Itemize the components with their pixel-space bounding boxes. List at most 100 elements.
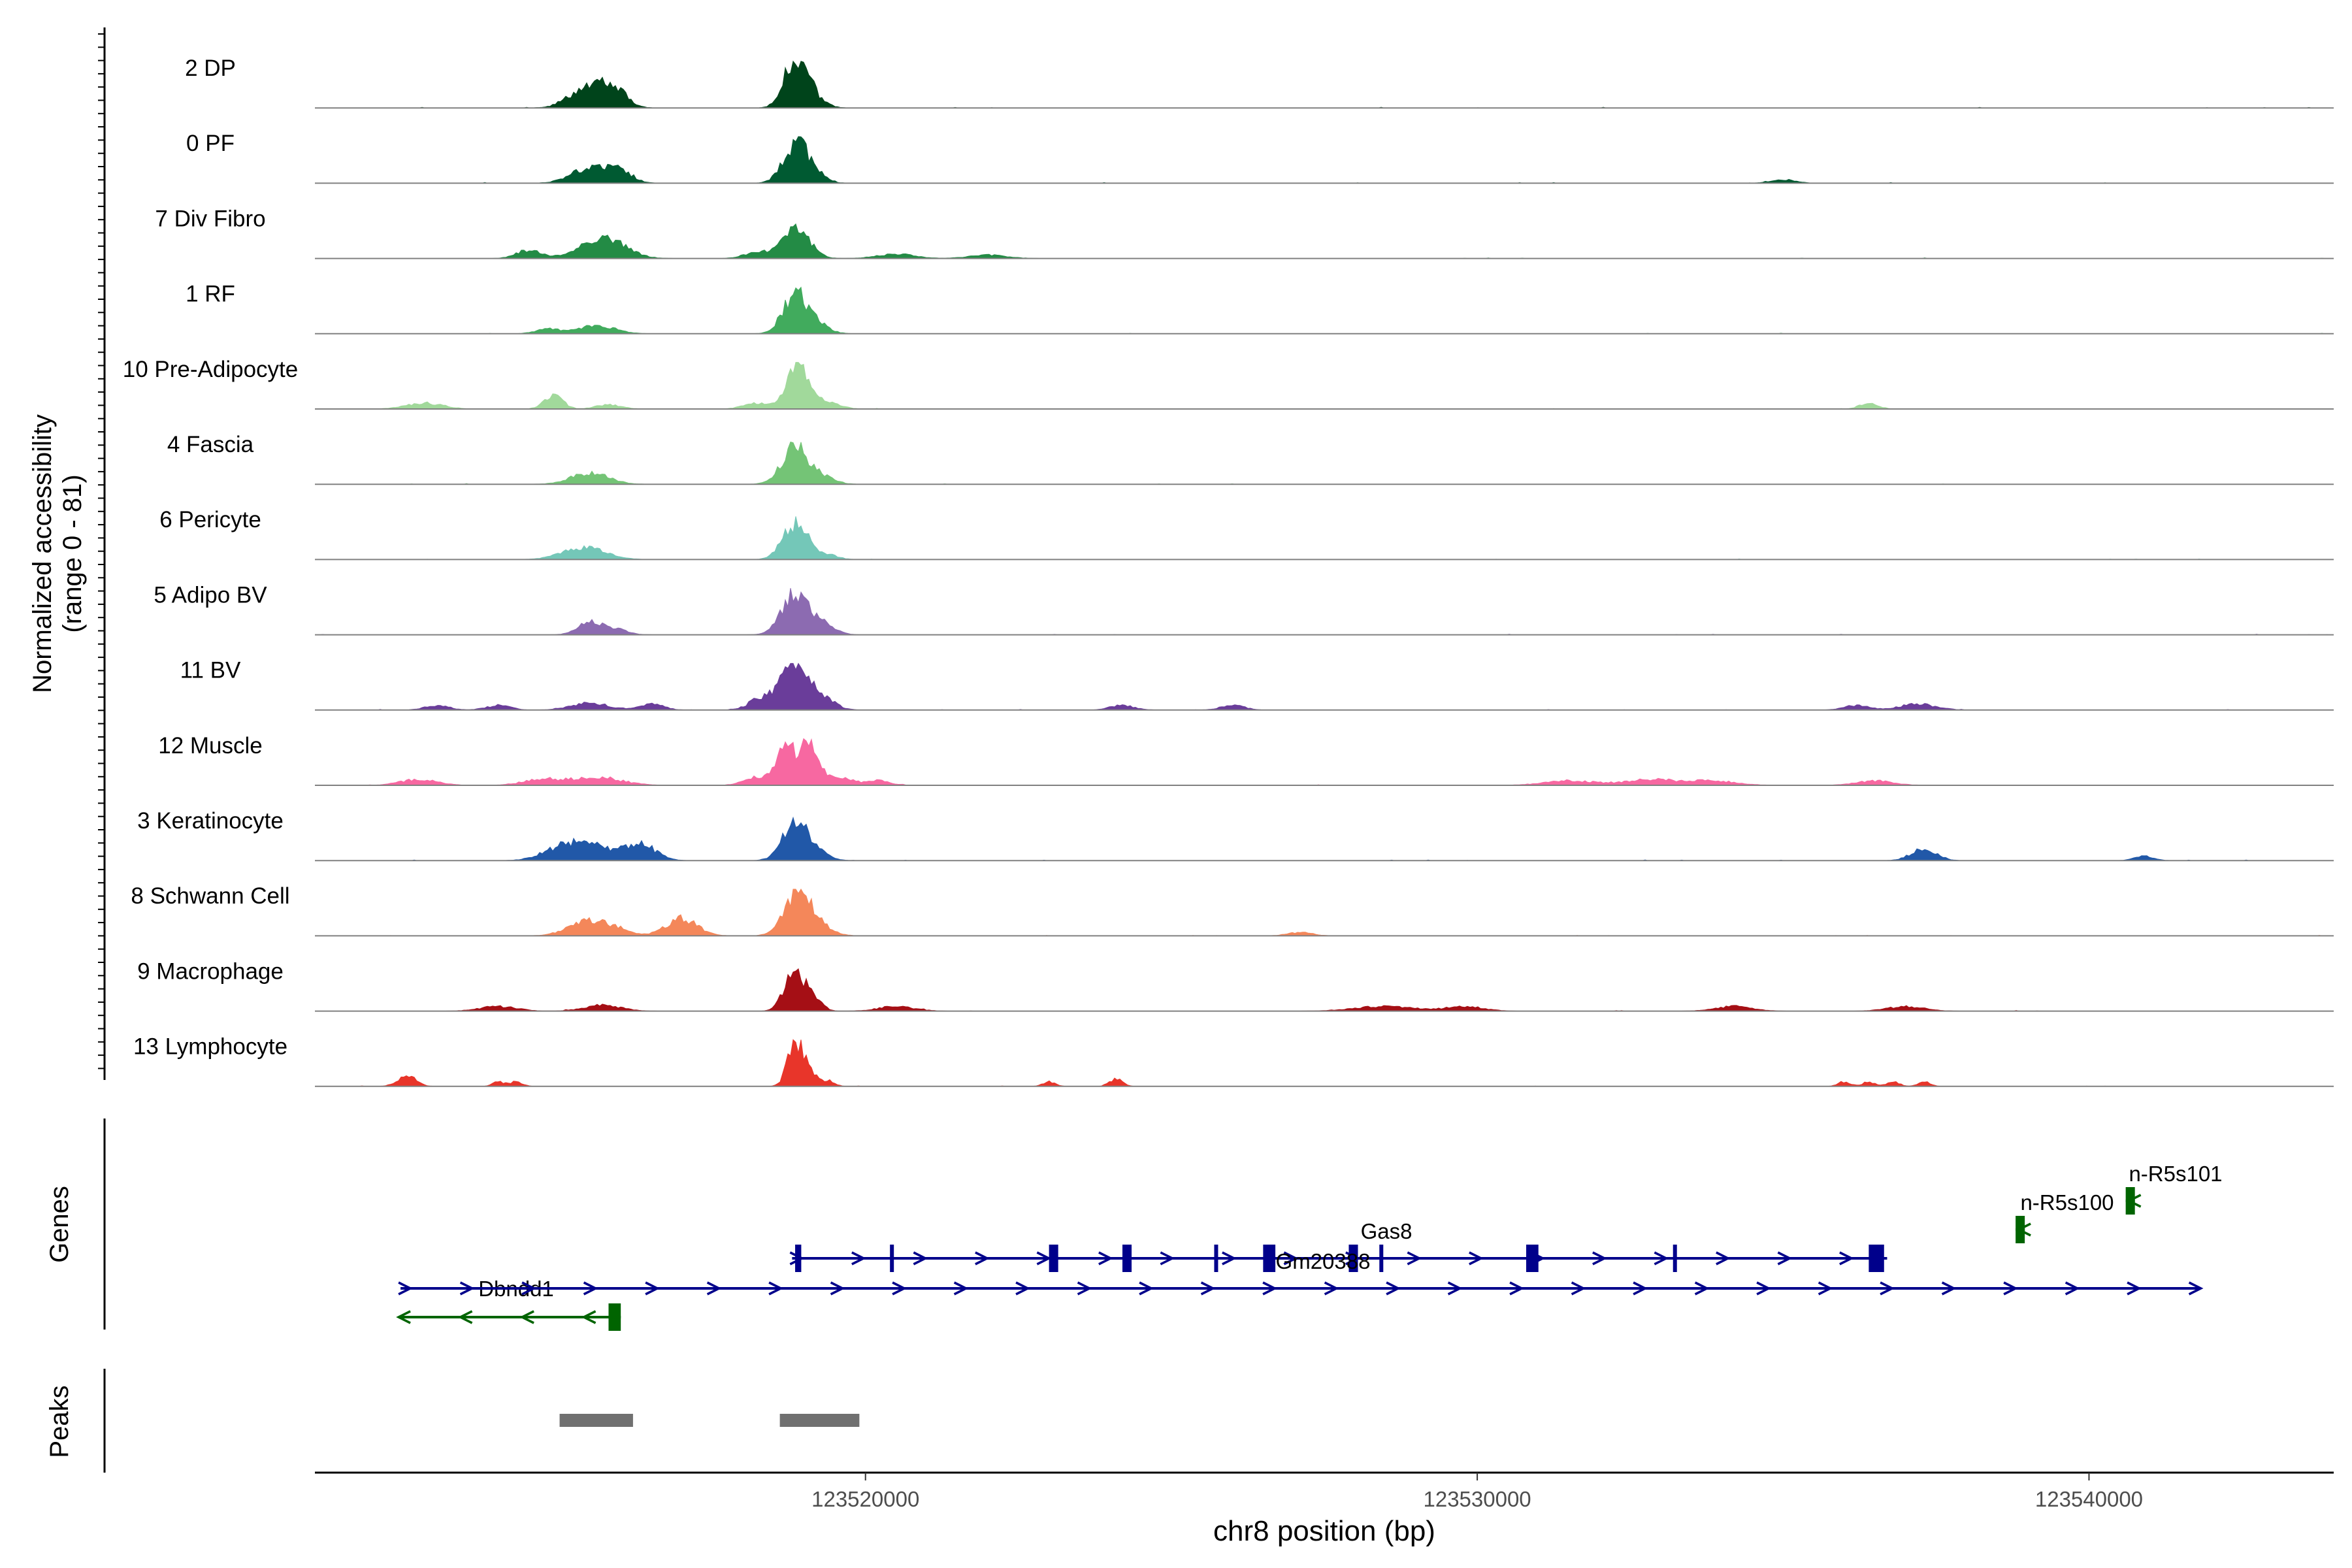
gene-exon: [1049, 1245, 1058, 1272]
strand-arrow: [1283, 1251, 1299, 1266]
strand-arrow: [830, 1281, 845, 1296]
strand-arrow: [975, 1251, 990, 1266]
strand-arrow: [2188, 1281, 2204, 1296]
coverage-area: [315, 362, 2334, 410]
coverage-area: [315, 662, 2334, 711]
strand-arrow: [396, 1310, 411, 1324]
strand-arrow: [2003, 1281, 2019, 1296]
strand-arrow: [583, 1281, 598, 1296]
x-axis: 123520000 123530000 123540000: [315, 1471, 2334, 1511]
strand-arrow: [1777, 1251, 1793, 1266]
coverage-area: [315, 588, 2334, 636]
peak-region: [779, 1414, 860, 1427]
x-axis-label: chr8 position (bp): [1213, 1515, 1435, 1547]
strand-arrow: [1469, 1251, 1484, 1266]
strand-arrow: [1716, 1251, 1731, 1266]
coverage-tracks: 2 DP 0 PF 7 Div Fibro 1 RF 10 Pre-Adipocyte 4…: [123, 56, 2334, 1087]
track-label: 4 Fascia: [167, 432, 254, 457]
track-label: 3 Keratinocyte: [137, 808, 284, 834]
coverage-area: [315, 968, 2334, 1012]
x-tick-label: 123530000: [1423, 1487, 1531, 1511]
strand-arrow: [459, 1281, 475, 1296]
strand-arrow: [457, 1310, 473, 1324]
gene-exon: [1122, 1245, 1132, 1272]
strand-arrow: [953, 1281, 969, 1296]
strand-arrow: [892, 1281, 907, 1296]
track-label: 6 Pericyte: [159, 507, 261, 532]
strand-arrow: [519, 1310, 534, 1324]
coverage-y-axis: [98, 27, 106, 1080]
gene-exon: [890, 1245, 894, 1272]
strand-arrow: [1139, 1281, 1154, 1296]
strand-arrow: [1571, 1281, 1586, 1296]
coverage-area: [315, 1039, 2334, 1087]
gene-exon: [795, 1245, 802, 1272]
track-label: 13 Lymphocyte: [133, 1034, 287, 1060]
peaks-panel-label: Peaks: [45, 1385, 74, 1458]
strand-arrow: [1386, 1281, 1401, 1296]
strand-arrow: [1324, 1281, 1339, 1296]
coverage-area: [315, 286, 2334, 335]
genes-panel-label: Genes: [45, 1186, 74, 1263]
track-label: 0 PF: [186, 131, 235, 156]
strand-arrow: [398, 1281, 414, 1296]
y-axis-label-range: (range 0 - 81): [58, 474, 87, 632]
strand-arrow: [1447, 1281, 1463, 1296]
strand-arrow: [1592, 1251, 1607, 1266]
strand-arrow: [1098, 1251, 1113, 1266]
x-tick-label: 123540000: [2035, 1487, 2143, 1511]
gene-label: n-R5s101: [2129, 1162, 2222, 1186]
strand-arrow: [1633, 1281, 1648, 1296]
track-label: 9 Macrophage: [137, 958, 284, 984]
strand-arrow: [1077, 1281, 1092, 1296]
y-axis-label: Normalized accessibility: [28, 414, 57, 693]
gene-exon: [1379, 1245, 1384, 1272]
coverage-area: [315, 816, 2334, 861]
gene-exon: [2125, 1187, 2135, 1215]
track-label: 7 Div Fibro: [155, 206, 265, 231]
gene-exon: [1869, 1245, 1884, 1272]
strand-arrow: [1407, 1251, 1422, 1266]
x-tick-label: 123520000: [811, 1487, 919, 1511]
peaks-track: [103, 1369, 860, 1473]
strand-arrow: [789, 1251, 805, 1266]
strand-arrow: [2065, 1281, 2080, 1296]
gene-label: n-R5s100: [2020, 1190, 2114, 1215]
strand-arrow: [521, 1281, 537, 1296]
coverage-area: [315, 738, 2334, 786]
gene-exon: [1263, 1245, 1276, 1272]
strand-arrow: [1818, 1281, 1833, 1296]
strand-arrow: [1880, 1281, 1895, 1296]
gene-exon: [1348, 1245, 1358, 1272]
track-label: 12 Muscle: [158, 733, 263, 759]
strand-arrow: [1200, 1281, 1216, 1296]
gene-exon: [608, 1303, 621, 1331]
strand-arrow: [1654, 1251, 1669, 1266]
strand-arrow: [1036, 1251, 1052, 1266]
strand-arrow: [1694, 1281, 1710, 1296]
track-label: 1 RF: [186, 282, 235, 307]
track-label: 2 DP: [185, 56, 236, 81]
strand-arrow: [1160, 1251, 1175, 1266]
strand-arrow: [581, 1310, 596, 1324]
strand-arrow: [706, 1281, 722, 1296]
strand-arrow: [1756, 1281, 1772, 1296]
gene-exon: [1673, 1245, 1677, 1272]
peak-region: [559, 1414, 633, 1427]
strand-arrow: [1262, 1281, 1278, 1296]
coverage-area: [315, 136, 2334, 184]
strand-arrow: [1509, 1281, 1525, 1296]
strand-arrow: [913, 1251, 928, 1266]
track-label: 5 Adipo BV: [154, 582, 267, 608]
track-label: 10 Pre-Adipocyte: [123, 357, 298, 382]
track-label: 11 BV: [180, 658, 241, 683]
gene-exon: [1526, 1245, 1539, 1272]
coverage-area: [315, 60, 2334, 108]
coverage-area: [315, 889, 2334, 936]
strand-arrow: [1222, 1251, 1237, 1266]
gene-exon: [2016, 1216, 2025, 1243]
coverage-area: [315, 441, 2334, 485]
strand-arrow: [1941, 1281, 1957, 1296]
coverage-area: [315, 223, 2334, 259]
